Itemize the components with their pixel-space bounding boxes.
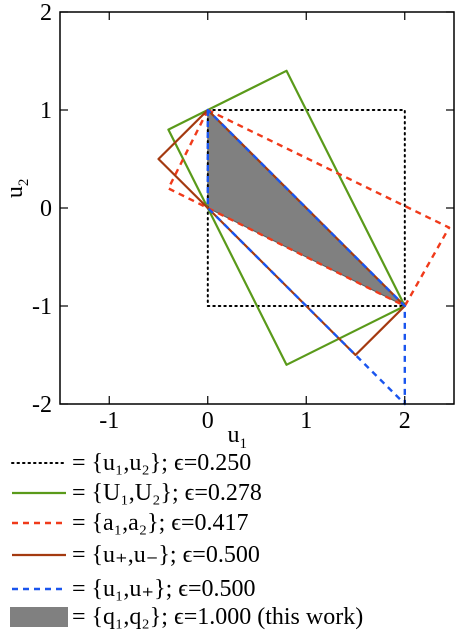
legend-item-U1U2: = {U₁,U₂}; ϵ=0.278 bbox=[8, 478, 262, 508]
y-tick-label: 1 bbox=[40, 98, 52, 124]
legend-item-a1a2: = {a₁,a₂}; ϵ=0.417 bbox=[8, 508, 249, 538]
plot-area: -1 0 1 2 2 1 0 -1 -2 u1 u2 bbox=[2, 0, 455, 448]
y-tick-label: -1 bbox=[32, 294, 52, 320]
y-tick-label: 0 bbox=[40, 196, 52, 222]
legend-swatch-a1a2 bbox=[12, 521, 66, 525]
legend-label-u1u2: = {u₁,u₂}; ϵ=0.250 bbox=[72, 450, 252, 476]
legend-label-upum: = {u₊,u₋}; ϵ=0.500 bbox=[72, 542, 260, 568]
legend-label-q1q2: = {q₁,q₂}; ϵ=1.000 (this work) bbox=[72, 604, 364, 630]
legend-swatch-u1up bbox=[12, 587, 66, 591]
legend-label-u1up: = {u₁,u₊}; ϵ=0.500 bbox=[72, 576, 256, 602]
axis-ticks: -1 0 1 2 2 1 0 -1 -2 bbox=[32, 0, 454, 434]
legend-swatch-upum bbox=[12, 553, 66, 557]
x-tick-label: -1 bbox=[99, 408, 119, 434]
x-axis-label: u1 bbox=[228, 422, 248, 448]
y-tick-label: 2 bbox=[40, 0, 52, 26]
legend-swatch-U1U2 bbox=[12, 491, 66, 495]
series-a1a2 bbox=[167, 108, 451, 308]
x-tick-label: 1 bbox=[300, 408, 312, 434]
y-tick-label: -2 bbox=[32, 392, 52, 418]
chart-marks bbox=[157, 69, 451, 406]
legend-item-upum: = {u₊,u₋}; ϵ=0.500 bbox=[8, 540, 260, 570]
legend-swatch-q1q2 bbox=[10, 607, 68, 627]
legend-item-q1q2: = {q₁,q₂}; ϵ=1.000 (this work) bbox=[8, 602, 363, 632]
legend-item-u1u2: = {u₁,u₂}; ϵ=0.250 bbox=[8, 448, 251, 478]
legend-swatch-u1u2 bbox=[11, 462, 67, 464]
legend-label-a1a2: = {a₁,a₂}; ϵ=0.417 bbox=[72, 510, 249, 536]
x-tick-label: 2 bbox=[399, 408, 411, 434]
legend-label-U1U2: = {U₁,U₂}; ϵ=0.278 bbox=[72, 480, 262, 506]
y-axis-label: u2 bbox=[2, 179, 32, 199]
legend-item-u1up: = {u₁,u₊}; ϵ=0.500 bbox=[8, 574, 256, 604]
x-tick-label: 0 bbox=[202, 408, 214, 434]
